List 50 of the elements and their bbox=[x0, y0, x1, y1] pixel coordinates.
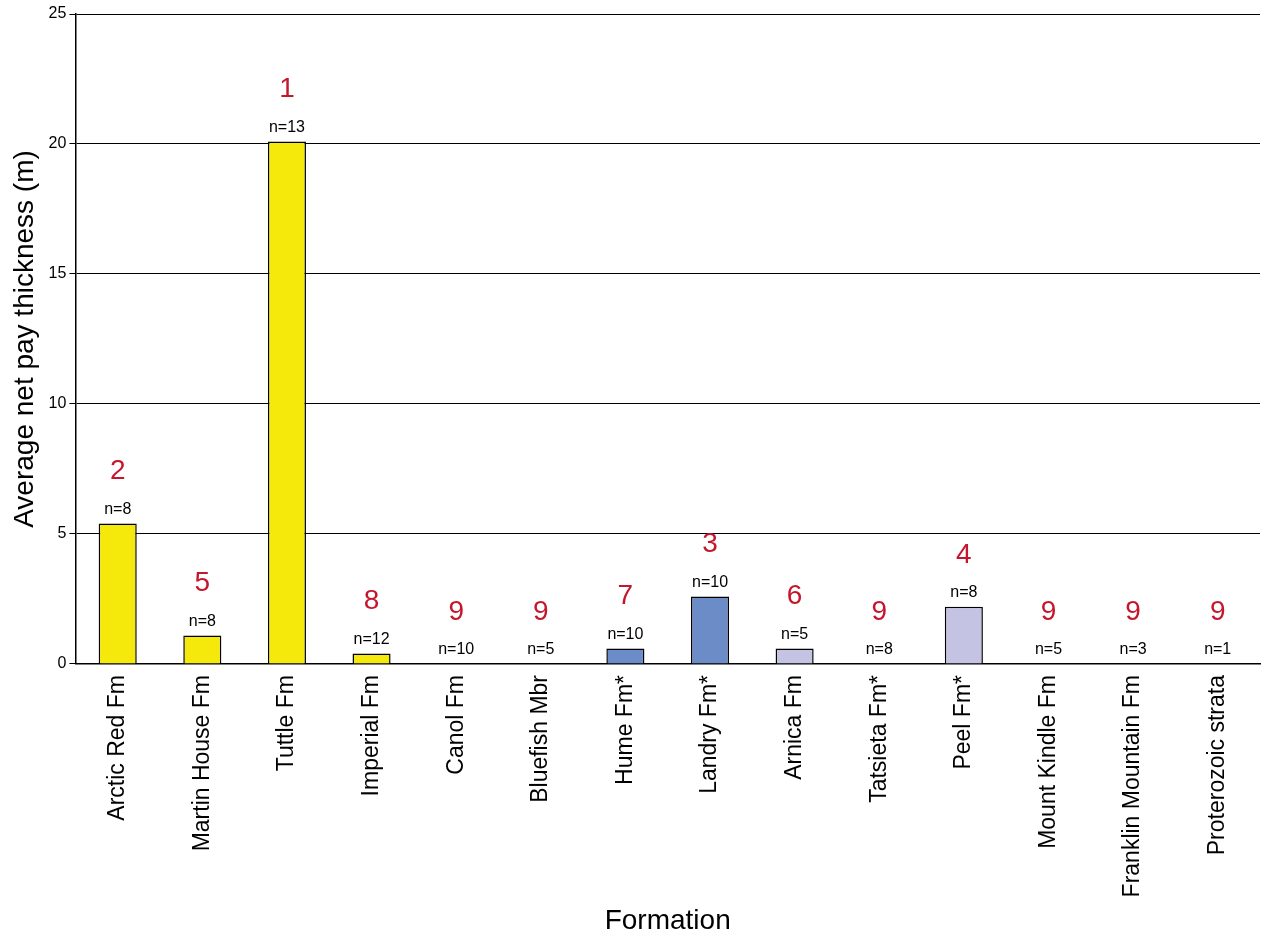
x-tick-label: Arctic Red Fm bbox=[103, 674, 130, 821]
annotation: 7 bbox=[617, 579, 634, 611]
annotation: 9 bbox=[871, 594, 888, 626]
y-tick-label: 20 bbox=[48, 134, 67, 152]
x-tick-label: Imperial Fm bbox=[356, 674, 383, 797]
annotation: 9 bbox=[448, 594, 464, 626]
x-tick-label: Martin House Fm bbox=[187, 674, 214, 852]
x-tick-label: Franklin Mountain Fm bbox=[1118, 674, 1145, 898]
annotation: 9 bbox=[1209, 594, 1226, 626]
x-axis-title: Formation bbox=[604, 903, 731, 935]
x-tick-label: Tatsieta Fm* bbox=[864, 674, 891, 803]
y-tick-label: 5 bbox=[57, 524, 67, 542]
annotation: n=8 bbox=[865, 640, 893, 658]
annotation: n=8 bbox=[104, 500, 132, 517]
annotation: 8 bbox=[363, 584, 380, 616]
y-tick-label: 15 bbox=[48, 264, 67, 282]
annotation: n=5 bbox=[781, 624, 809, 642]
annotation: 9 bbox=[1125, 594, 1141, 626]
annotation: 2 bbox=[109, 454, 126, 486]
annotation: n=10 bbox=[438, 640, 475, 658]
annotation: 3 bbox=[702, 527, 718, 559]
y-axis-title: Average net pay thickness (m) bbox=[7, 150, 39, 528]
annotation: n=10 bbox=[691, 572, 729, 590]
annotation: n=5 bbox=[527, 640, 555, 658]
x-tick-label: Arnica Fm bbox=[779, 674, 806, 780]
annotation: n=5 bbox=[1034, 640, 1063, 658]
annotation: n=13 bbox=[268, 117, 306, 135]
annotation: 6 bbox=[786, 579, 803, 611]
annotation: 5 bbox=[194, 566, 211, 598]
annotation: n=1 bbox=[1204, 640, 1232, 658]
x-tick-label: Peel Fm* bbox=[949, 674, 976, 770]
x-tick-label: Tuttle Fm bbox=[272, 674, 299, 772]
annotation: n=12 bbox=[353, 630, 390, 647]
x-tick-label: Landry Fm* bbox=[695, 674, 722, 794]
annotation: n=10 bbox=[607, 624, 644, 642]
x-tick-label: Canol Fm bbox=[441, 674, 468, 775]
annotation: 9 bbox=[1040, 594, 1057, 626]
annotation: n=8 bbox=[950, 583, 978, 601]
x-tick-label: Hume Fm* bbox=[610, 674, 637, 785]
annotation: 9 bbox=[532, 594, 549, 626]
y-tick-label: 25 bbox=[48, 4, 67, 22]
x-tick-label: Mount Kindle Fm bbox=[1033, 674, 1060, 849]
annotation: n=8 bbox=[188, 611, 216, 629]
x-tick-label: Bluefish Mbr bbox=[526, 674, 553, 803]
annotation: 4 bbox=[956, 537, 972, 569]
y-tick-label: 10 bbox=[48, 394, 67, 412]
annotation: 1 bbox=[279, 72, 295, 104]
y-tick-label: 0 bbox=[57, 654, 67, 672]
annotation: n=3 bbox=[1119, 640, 1147, 658]
x-tick-label: Proterozoic strata bbox=[1203, 674, 1230, 856]
